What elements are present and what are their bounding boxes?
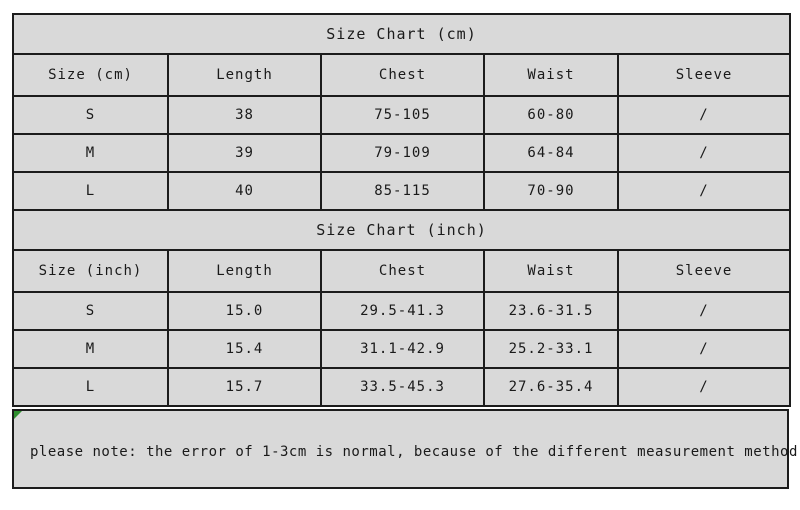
column-header-length: Length <box>167 249 322 293</box>
column-header-sleeve: Sleeve <box>616 53 792 97</box>
table-row-cm-m: M 39 79-109 64-84 / <box>12 133 792 173</box>
note-box: please note: the error of 1-3cm is norma… <box>12 409 797 489</box>
table-row-inch-m: M 15.4 31.1-42.9 25.2-33.1 / <box>12 329 792 369</box>
table-row-cm-l: L 40 85-115 70-90 / <box>12 171 792 211</box>
chest-cell: 29.5-41.3 <box>320 291 485 331</box>
column-header-waist: Waist <box>483 249 619 293</box>
length-cell: 38 <box>167 95 322 135</box>
note-text: please note: the error of 1-3cm is norma… <box>30 444 798 460</box>
column-header-length: Length <box>167 53 322 97</box>
size-cell: M <box>12 133 169 173</box>
column-header-chest: Chest <box>320 249 485 293</box>
column-header-size-cm: Size (cm) <box>12 53 169 97</box>
waist-cell: 60-80 <box>483 95 619 135</box>
table-row-inch-s: S 15.0 29.5-41.3 23.6-31.5 / <box>12 291 792 331</box>
sleeve-cell: / <box>616 367 792 407</box>
table-title-inch: Size Chart (inch) <box>11 209 792 251</box>
chest-cell: 85-115 <box>320 171 485 211</box>
chest-cell: 33.5-45.3 <box>320 367 485 407</box>
waist-cell: 64-84 <box>483 133 619 173</box>
sleeve-cell: / <box>616 291 792 331</box>
waist-cell: 27.6-35.4 <box>483 367 619 407</box>
size-cell: L <box>12 171 169 211</box>
sleeve-cell: / <box>616 329 792 369</box>
size-cell: S <box>12 95 169 135</box>
length-cell: 40 <box>167 171 322 211</box>
waist-cell: 23.6-31.5 <box>483 291 619 331</box>
size-cell: M <box>12 329 169 369</box>
table-row-inch-l: L 15.7 33.5-45.3 27.6-35.4 / <box>12 367 792 407</box>
table-title-row-inch: Size Chart (inch) <box>11 209 792 251</box>
column-header-waist: Waist <box>483 53 619 97</box>
table-header-row-cm: Size (cm) Length Chest Waist Sleeve <box>12 53 792 97</box>
size-cell: S <box>12 291 169 331</box>
waist-cell: 70-90 <box>483 171 619 211</box>
column-header-sleeve: Sleeve <box>616 249 792 293</box>
chest-cell: 75-105 <box>320 95 485 135</box>
sleeve-cell: / <box>616 171 792 211</box>
column-header-chest: Chest <box>320 53 485 97</box>
length-cell: 39 <box>167 133 322 173</box>
table-row-cm-s: S 38 75-105 60-80 / <box>12 95 792 135</box>
table-title-row-cm: Size Chart (cm) <box>11 13 792 55</box>
length-cell: 15.4 <box>167 329 322 369</box>
column-header-size-inch: Size (inch) <box>12 249 169 293</box>
sleeve-cell: / <box>616 133 792 173</box>
chest-cell: 79-109 <box>320 133 485 173</box>
table-header-row-inch: Size (inch) Length Chest Waist Sleeve <box>12 249 792 293</box>
table-title-cm: Size Chart (cm) <box>11 13 792 55</box>
length-cell: 15.7 <box>167 367 322 407</box>
cell-corner-marker-icon <box>14 411 22 419</box>
length-cell: 15.0 <box>167 291 322 331</box>
size-chart-table: Size Chart (cm) Size (cm) Length Chest W… <box>11 13 792 407</box>
sleeve-cell: / <box>616 95 792 135</box>
chest-cell: 31.1-42.9 <box>320 329 485 369</box>
waist-cell: 25.2-33.1 <box>483 329 619 369</box>
size-cell: L <box>12 367 169 407</box>
